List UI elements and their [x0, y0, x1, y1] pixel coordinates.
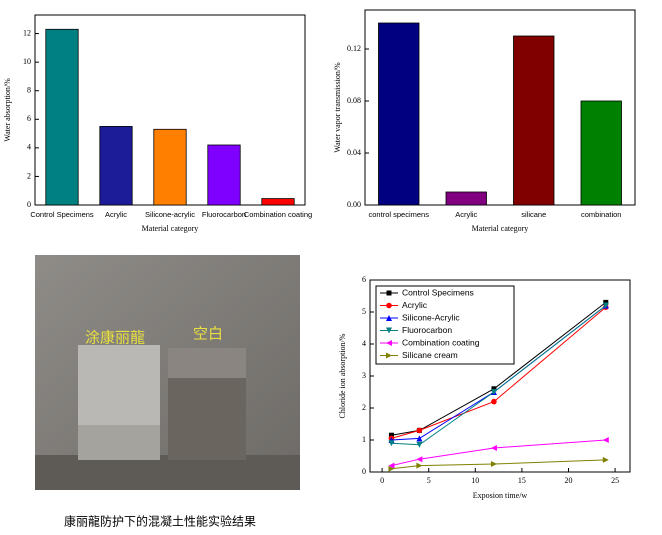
marker — [602, 437, 609, 443]
x-tick-label: 15 — [518, 476, 526, 485]
y-tick-label: 8 — [27, 86, 31, 95]
y-tick-label: 6 — [362, 275, 366, 284]
x-tick-label: control specimens — [369, 210, 430, 219]
y-tick-label: 10 — [23, 57, 31, 66]
y-tick-label: 12 — [23, 28, 31, 37]
marker — [388, 440, 395, 447]
x-tick-label: Silicone-acrylic — [145, 210, 195, 219]
legend-frame — [375, 285, 515, 365]
x-tick-label: silicane — [521, 210, 546, 219]
x-tick-label: Acrylic — [105, 210, 127, 219]
marker — [416, 441, 423, 448]
x-axis-label: Exposion time/w — [473, 491, 528, 500]
marker — [602, 302, 609, 309]
marker — [490, 389, 497, 395]
marker — [490, 445, 497, 451]
y-axis-label: Water absorption/% — [3, 78, 12, 142]
bar — [45, 28, 79, 206]
x-tick-label: Fluorocarbon — [202, 210, 246, 219]
x-tick-label: 5 — [427, 476, 431, 485]
legend-label: Combination coating — [402, 337, 480, 347]
x-tick-label: Acrylic — [455, 210, 477, 219]
y-tick-label: 6 — [27, 114, 31, 123]
x-tick-label: 0 — [380, 476, 384, 485]
caption: 康丽龍防护下的混凝土性能实验结果 — [64, 514, 256, 529]
legend-label: Fluorocarbon — [402, 325, 452, 335]
x-axis-label: Material category — [142, 224, 199, 233]
y-tick-label: 0.04 — [347, 148, 361, 157]
bar — [580, 100, 622, 206]
plot-frame — [364, 9, 636, 206]
x-tick-label: Combination coating — [244, 210, 312, 219]
y-tick-label: 1 — [362, 435, 366, 444]
y-axis-label: Chloride ion absorption/% — [338, 333, 347, 418]
line — [391, 305, 607, 446]
line — [391, 459, 606, 470]
marker — [388, 465, 395, 472]
marker — [491, 398, 497, 405]
x-tick-label: 10 — [471, 476, 479, 485]
marker — [388, 432, 394, 438]
y-tick-label: 0.12 — [347, 44, 361, 53]
bar — [445, 191, 487, 206]
photo-label: 涂康丽龍 — [85, 329, 145, 347]
y-tick-label: 0.00 — [347, 200, 361, 209]
marker — [416, 435, 423, 442]
y-tick-label: 4 — [27, 143, 31, 152]
legend-label: Silicone-Acrylic — [402, 312, 460, 322]
bar — [513, 35, 555, 206]
bar — [99, 126, 133, 206]
x-axis-label: Material category — [472, 224, 529, 233]
bar — [261, 198, 295, 206]
bar — [207, 144, 241, 206]
marker — [490, 461, 497, 467]
marker — [386, 290, 392, 296]
marker — [491, 386, 497, 392]
legend-label: Acrylic — [402, 300, 428, 310]
y-tick-label: 2 — [27, 171, 31, 180]
line — [391, 302, 607, 436]
bar — [378, 22, 420, 206]
y-tick-label: 5 — [362, 307, 366, 316]
marker — [416, 427, 423, 434]
bar — [153, 128, 187, 206]
y-axis-label: Water vapor transmission/% — [333, 62, 342, 153]
photo: 涂康丽龍 空白 — [35, 255, 300, 490]
marker — [386, 315, 392, 321]
y-tick-label: 0.08 — [347, 96, 361, 105]
x-tick-label: Control Specimens — [30, 210, 94, 219]
marker — [603, 299, 609, 305]
marker — [388, 462, 395, 469]
y-tick-label: 2 — [362, 403, 366, 412]
marker — [416, 456, 423, 463]
photo-label: 空白 — [193, 325, 223, 343]
line — [391, 306, 607, 439]
legend-label: Control Specimens — [402, 287, 474, 297]
x-tick-label: combination — [581, 210, 621, 219]
marker — [386, 340, 392, 346]
y-tick-label: 0 — [362, 467, 366, 476]
y-tick-label: 3 — [362, 371, 366, 380]
x-tick-label: 25 — [611, 476, 619, 485]
marker — [386, 352, 392, 359]
marker — [416, 462, 423, 469]
y-tick-label: 0 — [27, 200, 31, 209]
marker — [386, 302, 392, 309]
legend-label: Silicane cream — [402, 350, 458, 360]
marker — [602, 456, 609, 463]
y-tick-label: 4 — [362, 339, 366, 348]
x-tick-label: 20 — [564, 476, 572, 485]
line — [391, 439, 606, 467]
marker — [386, 327, 392, 334]
